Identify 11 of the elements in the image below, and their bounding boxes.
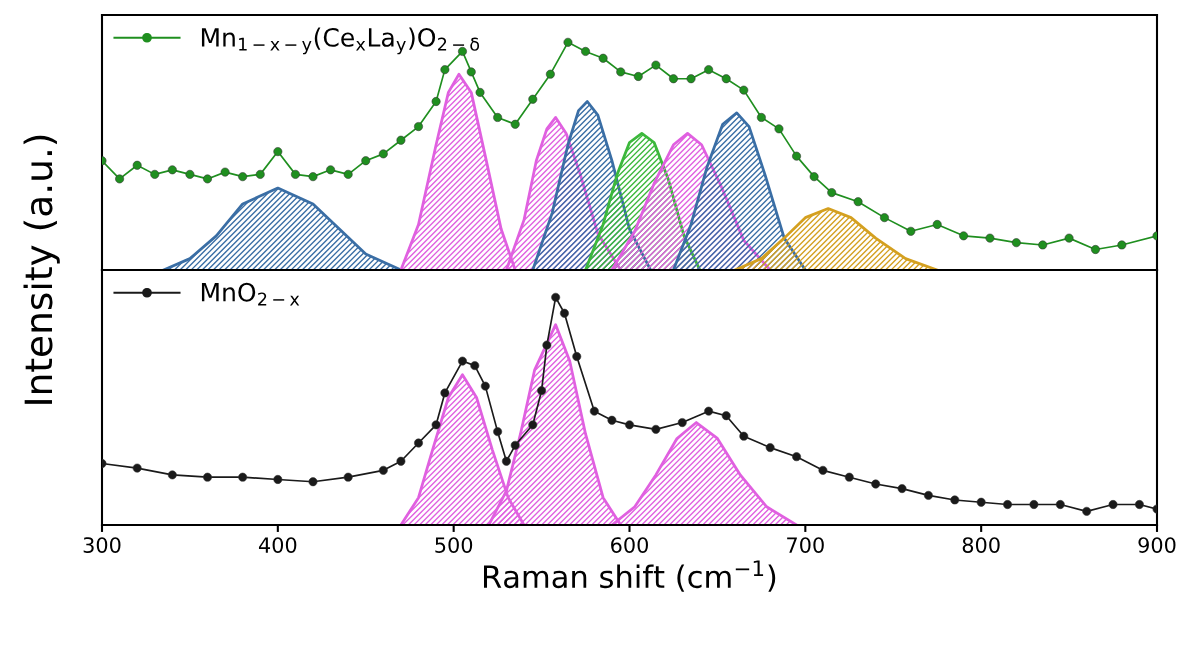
legend-label: MnO$_{2−x}$ [201, 282, 300, 306]
x-tick-label: 400 [258, 537, 297, 553]
x-tick-label: 500 [435, 537, 473, 553]
x-tick-label: 900 [1138, 537, 1176, 553]
x-tick-label: 300 [83, 537, 121, 553]
x-tick-label: 700 [787, 537, 824, 553]
x-tick-label: 600 [611, 537, 648, 553]
y-axis-title: Intensity (a.u.) [23, 135, 60, 404]
x-axis-title: Raman shift (cm$^{−1}$) [484, 560, 776, 592]
x-tick-label: 800 [962, 537, 1000, 553]
legend-label: Mn$_{1−x−y}$(Ce$_{x}$La$_{y}$)O$_{2−δ}$ [201, 27, 480, 55]
